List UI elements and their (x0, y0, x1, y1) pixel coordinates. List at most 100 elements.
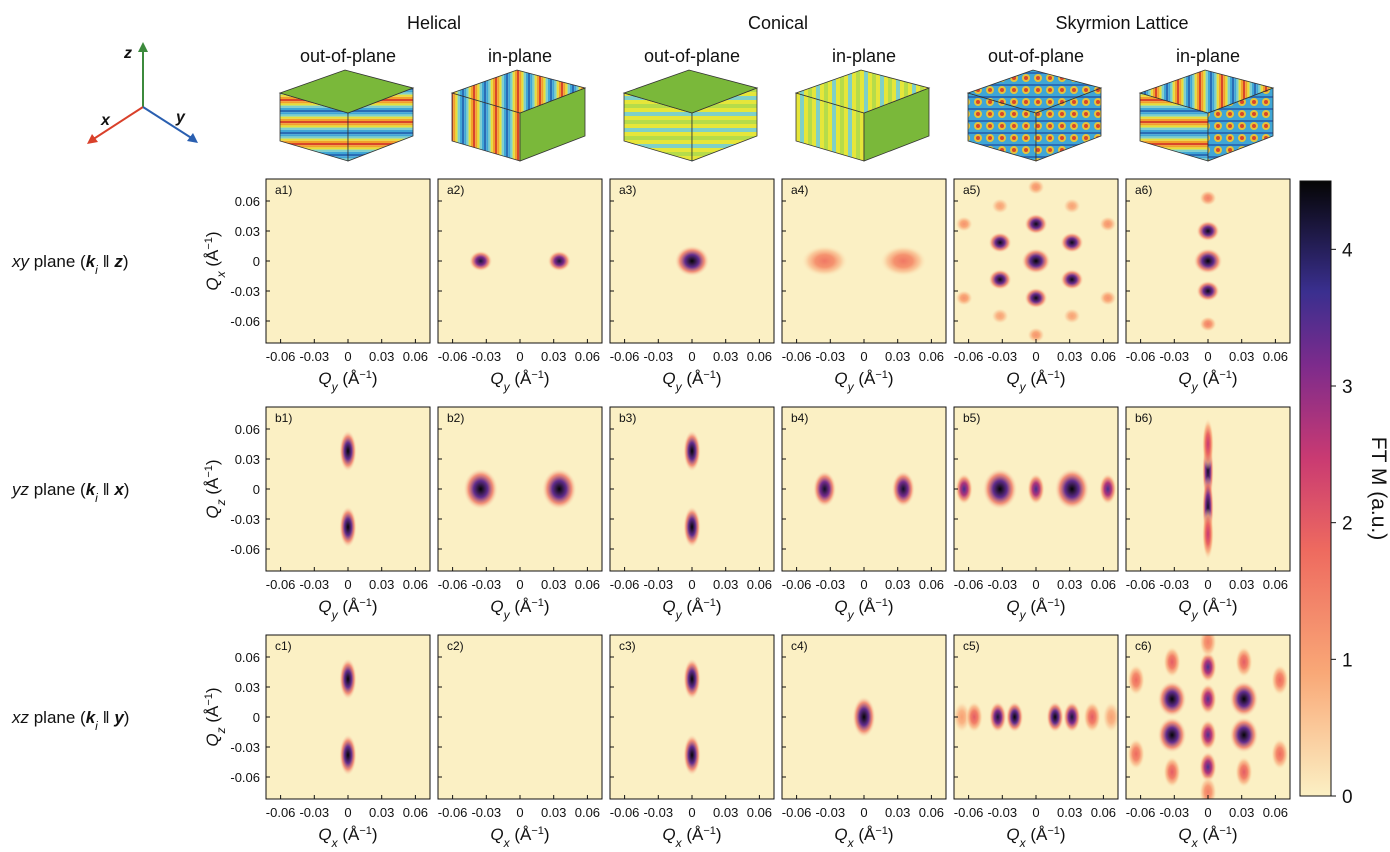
x-tick-label: 0.03 (1229, 805, 1254, 820)
axis-label-part: ) (1060, 825, 1066, 844)
colorbar-tick-label: 4 (1342, 240, 1353, 261)
axis-label-part: y (847, 380, 855, 394)
column-title: out-of-plane (988, 46, 1084, 66)
row-label-part: y (113, 708, 125, 727)
row-label-part: i (95, 491, 98, 505)
axis-label-part: y (847, 608, 855, 622)
column-title: in-plane (488, 46, 552, 66)
x-tick-label: -0.06 (1126, 805, 1156, 820)
axis-label-part: (Å (203, 705, 222, 727)
spots (469, 250, 571, 272)
diffraction-spot (674, 245, 710, 277)
x-tick-label: -0.06 (1126, 577, 1156, 592)
diffraction-spot (1127, 664, 1145, 696)
spots (813, 470, 915, 508)
panel-label: b4) (791, 411, 808, 425)
group-title: Helical (407, 13, 461, 33)
row-label-part: ) (124, 708, 130, 727)
axis-label-part: y (675, 608, 683, 622)
diffraction-spot (801, 245, 849, 277)
axis-label-part: ) (1060, 369, 1066, 388)
y-tick-label: 0.03 (235, 224, 260, 239)
x-tick-label: 0 (516, 805, 523, 820)
row-label: xz plane (ki ‖ y) (11, 708, 129, 733)
y-tick-label: -0.06 (230, 770, 260, 785)
x-tick-label: 0 (860, 349, 867, 364)
axis-label-part: ) (888, 597, 894, 616)
diffraction-spot (1163, 646, 1181, 678)
diffraction-spot (1199, 190, 1217, 206)
spots (463, 468, 577, 510)
y-label: y (175, 109, 186, 126)
x-tick-label: 0.06 (575, 349, 600, 364)
spots (954, 701, 1118, 733)
axis-label-part: (Å (854, 597, 876, 616)
panel-label: a5) (963, 183, 980, 197)
axis-label-part: −1 (1047, 597, 1060, 609)
spots (1193, 190, 1223, 332)
axis-label-part: (Å (1026, 597, 1048, 616)
axis-label-part: −1 (203, 693, 215, 706)
spots (955, 468, 1117, 510)
x-axis-label: Qx (Å−1) (490, 825, 549, 850)
x-axis-label: Qx (Å−1) (1178, 825, 1237, 850)
x-tick-label: 0.03 (713, 349, 738, 364)
axis-label-part: Q (1006, 825, 1019, 844)
box-top-face (450, 69, 587, 114)
axis-label-part: ) (203, 459, 222, 465)
panel-background (266, 179, 430, 343)
x-tick-label: 0.03 (1057, 805, 1082, 820)
x-tick-label: -0.03 (299, 577, 329, 592)
y-axis-label: Qz (Å−1) (203, 687, 228, 746)
x-tick-label: -0.06 (954, 349, 984, 364)
y-tick-label: 0.06 (235, 194, 260, 209)
x-tick-label: -0.06 (610, 577, 640, 592)
x-tick-label: 0.06 (1091, 577, 1116, 592)
diffraction-spot (1027, 327, 1045, 343)
row-label-part: ‖ (98, 480, 114, 499)
x-tick-label: 0.06 (1263, 805, 1288, 820)
x-tick-label: 0.06 (919, 349, 944, 364)
axis-label-part: ) (203, 231, 222, 237)
axis-label-part: (Å (1026, 369, 1048, 388)
axis-label-part: y (331, 608, 339, 622)
x-tick-label: 0.03 (1057, 577, 1082, 592)
column-title: in-plane (1176, 46, 1240, 66)
x-tick-label: 0.03 (369, 805, 394, 820)
axis-label-part: −1 (1219, 597, 1232, 609)
diffraction-spot (1083, 701, 1101, 733)
box-top-face (794, 69, 931, 114)
x-tick-label: 0.03 (885, 577, 910, 592)
box-top-face (278, 69, 415, 114)
x-tick-label: -0.03 (815, 805, 845, 820)
x-axis-label: Qy (Å−1) (318, 597, 377, 622)
x-tick-label: -0.03 (987, 805, 1017, 820)
diffraction-spot (989, 701, 1007, 733)
diffraction-spot (891, 470, 915, 508)
axis-label-part: −1 (531, 369, 544, 381)
diffraction-spot (1199, 683, 1217, 715)
x-tick-label: 0.06 (1263, 349, 1288, 364)
x-axis-label: Qy (Å−1) (490, 369, 549, 394)
colorbar-tick-label: 2 (1342, 514, 1353, 535)
axis-label-part: ) (544, 597, 550, 616)
diffraction-spot (541, 468, 577, 510)
x-tick-label: -0.06 (782, 349, 812, 364)
panel-label: a4) (791, 183, 808, 197)
diffraction-spot (1193, 248, 1223, 274)
diffraction-spot (1199, 316, 1217, 332)
x-tick-label: 0 (1032, 577, 1039, 592)
x-axis-label: Qy (Å−1) (1178, 369, 1237, 394)
y-tick-label: -0.03 (230, 512, 260, 527)
x-tick-label: -0.06 (266, 577, 296, 592)
diffraction-spot (1235, 646, 1253, 678)
x-axis-label: Qy (Å−1) (1006, 369, 1065, 394)
y-tick-label: 0 (253, 254, 260, 269)
axis-label-part: ) (1060, 597, 1066, 616)
axis-label-part: ) (544, 825, 550, 844)
x-tick-label: 0 (516, 577, 523, 592)
diffraction-spot (1099, 290, 1117, 306)
axis-label-part: −1 (1047, 369, 1060, 381)
axis-label-part: y (1019, 380, 1027, 394)
x-tick-label: 0 (344, 805, 351, 820)
